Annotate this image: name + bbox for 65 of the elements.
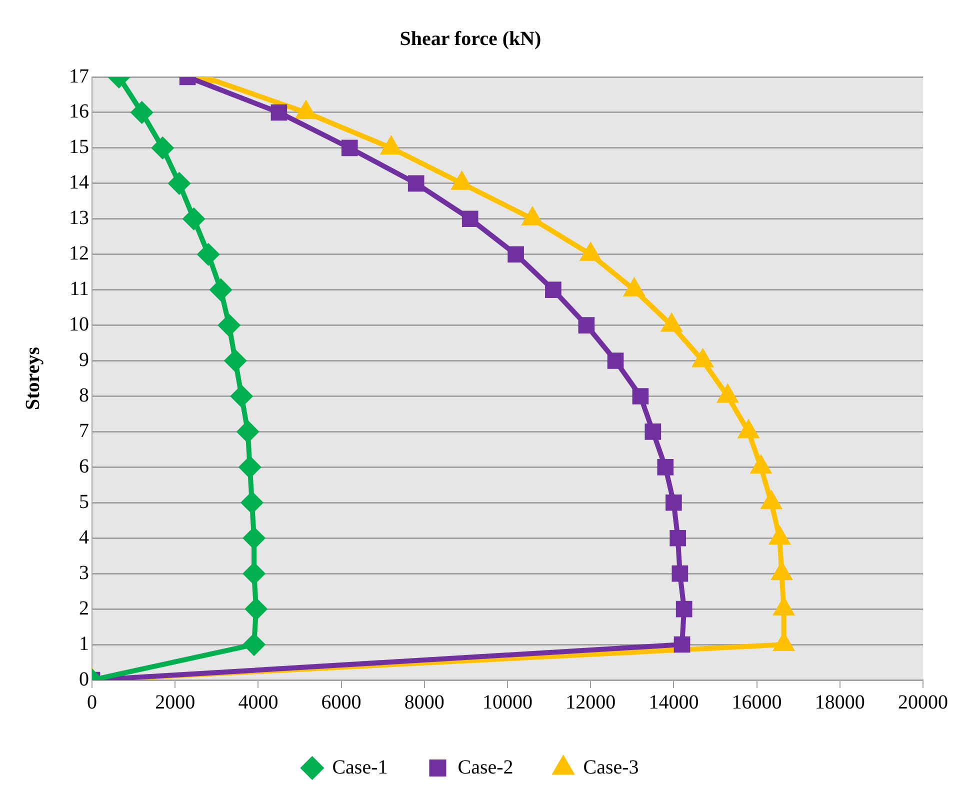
x-tick-label: 4000 [238,691,278,714]
point [168,172,190,194]
point [241,492,262,514]
chart-title: Shear force (kN) [400,28,542,50]
y-tick-label: 6 [79,455,89,478]
y-tick-label: 15 [69,136,89,158]
x-tick-label: 20000 [898,691,948,714]
point [657,459,674,476]
point [210,279,232,300]
point [244,563,265,584]
y-tick-label: 0 [79,668,89,690]
point [246,598,267,620]
x-tick-label: 16000 [732,691,782,714]
y-axis-title: Storeys [22,346,44,410]
point [239,456,260,478]
point [674,636,690,653]
point [183,208,204,230]
point [578,317,595,334]
legend-label: Case-1 [332,756,388,778]
point [231,386,252,407]
point [462,210,478,228]
x-tick-label: 12000 [566,691,616,714]
point [632,388,649,404]
x-tick-label: 14000 [648,691,699,714]
point [244,528,265,549]
x-tick-label: 2000 [155,691,196,714]
x-tick-label: 8000 [404,691,444,714]
x-tick-label: 6000 [321,691,362,714]
point [672,565,688,582]
point [607,352,624,369]
y-tick-label: 11 [70,278,89,300]
y-tick-label: 3 [79,562,89,584]
point [408,175,424,192]
point [341,140,358,156]
point [237,421,258,442]
y-tick-label: 4 [79,526,89,548]
y-tick-label: 10 [69,314,89,336]
y-tick-label: 5 [79,490,89,513]
y-tick-label: 8 [79,384,89,406]
point [666,494,682,511]
y-tick-label: 14 [69,172,89,194]
y-tick-label: 1 [79,632,89,655]
point [670,530,686,546]
point [224,350,246,372]
y-tick-label: 7 [79,420,89,442]
x-tick-label: 10000 [482,691,532,714]
y-tick-label: 12 [69,242,89,265]
point [644,424,662,440]
point [152,137,174,158]
point [131,102,152,123]
y-tick-label: 16 [69,100,89,123]
point [545,282,562,298]
y-tick-label: 9 [79,349,89,372]
y-tick-label: 13 [69,207,89,230]
legend-label: Case-2 [458,756,514,778]
point [676,600,692,618]
point [198,244,219,265]
point [270,104,288,121]
x-tick-label: 18000 [814,691,865,714]
point [244,634,265,656]
point [218,314,240,336]
y-tick-label: 2 [79,597,89,620]
y-tick-label: 17 [69,65,89,88]
point [508,246,524,263]
legend-label: Case-3 [583,756,639,778]
